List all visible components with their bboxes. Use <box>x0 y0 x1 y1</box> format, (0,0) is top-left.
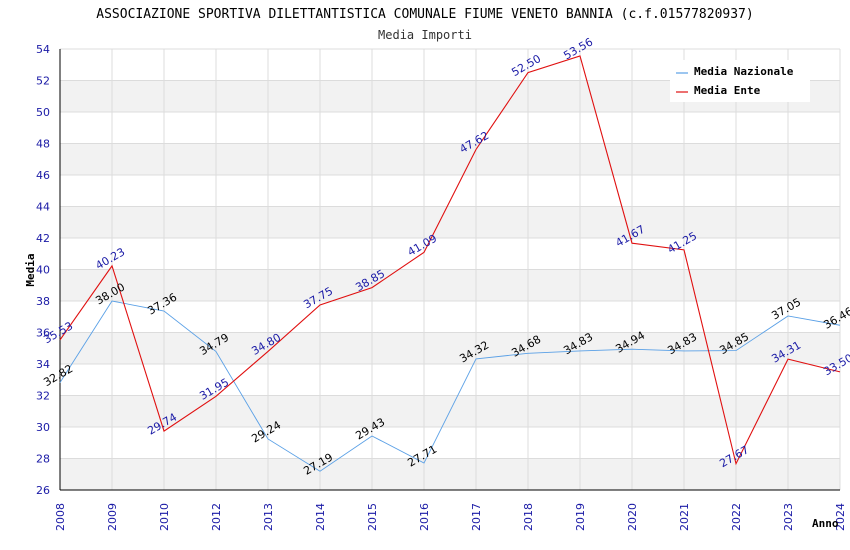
x-tick-2015: 2015 <box>366 503 379 531</box>
y-tick-42: 42 <box>36 232 50 245</box>
axes <box>59 49 840 491</box>
chart-subtitle: Media Importi <box>378 28 472 42</box>
band-8 <box>60 206 840 238</box>
x-tick-2019: 2019 <box>574 503 587 531</box>
y-tick-52: 52 <box>36 75 50 88</box>
x-tick-2018: 2018 <box>522 503 535 531</box>
x-tick-2020: 2020 <box>626 503 639 531</box>
x-tick-2010: 2010 <box>158 503 171 531</box>
y-tick-34: 34 <box>36 358 50 371</box>
y-tick-48: 48 <box>36 138 50 151</box>
series-line-media-nazionale <box>59 300 841 472</box>
x-tick-2016: 2016 <box>418 503 431 531</box>
y-axis-ticks: 26 28 30 32 34 36 38 40 42 44 46 48 50 52 54 <box>36 43 50 497</box>
legend: Media Nazionale Media Ente <box>670 60 810 102</box>
band-5 <box>60 301 840 333</box>
y-tick-30: 30 <box>36 421 50 434</box>
y-tick-28: 28 <box>36 453 50 466</box>
legend-label-media-nazionale: Media Nazionale <box>694 65 794 78</box>
x-tick-2023: 2023 <box>782 503 795 531</box>
series-lines <box>59 55 841 472</box>
x-tick-2012: 2012 <box>210 503 223 531</box>
band-11 <box>60 112 840 144</box>
x-tick-2021: 2021 <box>678 503 691 531</box>
y-tick-46: 46 <box>36 169 50 182</box>
y-tick-44: 44 <box>36 201 50 214</box>
x-tick-2022: 2022 <box>730 503 743 531</box>
y-tick-54: 54 <box>36 43 50 56</box>
band-3 <box>60 364 840 396</box>
y-tick-32: 32 <box>36 390 50 403</box>
band-0 <box>60 458 840 490</box>
x-tick-2017: 2017 <box>470 503 483 531</box>
band-10 <box>60 143 840 175</box>
y-tick-26: 26 <box>36 484 50 497</box>
x-axis-label: Anno <box>812 517 839 530</box>
band-7 <box>60 238 840 270</box>
x-tick-2008: 2008 <box>54 503 67 531</box>
y-tick-36: 36 <box>36 327 50 340</box>
x-tick-2024: 2024 <box>834 503 847 531</box>
band-6 <box>60 269 840 301</box>
x-tick-2013: 2013 <box>262 503 275 531</box>
gridlines <box>59 48 841 491</box>
x-tick-2009: 2009 <box>106 503 119 531</box>
y-tick-50: 50 <box>36 106 50 119</box>
y-axis-label: Media <box>24 253 37 286</box>
y-tick-40: 40 <box>36 264 50 277</box>
x-axis-ticks: 2008 2009 2010 2012 2013 2014 2015 2016 2017 2018… <box>54 503 847 531</box>
x-tick-2014: 2014 <box>314 503 327 531</box>
band-1 <box>60 427 840 459</box>
background-bands <box>60 49 840 490</box>
y-tick-38: 38 <box>36 295 50 308</box>
legend-box <box>670 60 810 102</box>
legend-label-media-ente: Media Ente <box>694 84 761 97</box>
series-line-media-ente <box>59 55 841 466</box>
chart-title: ASSOCIAZIONE SPORTIVA DILETTANTISTICA CO… <box>96 7 753 22</box>
